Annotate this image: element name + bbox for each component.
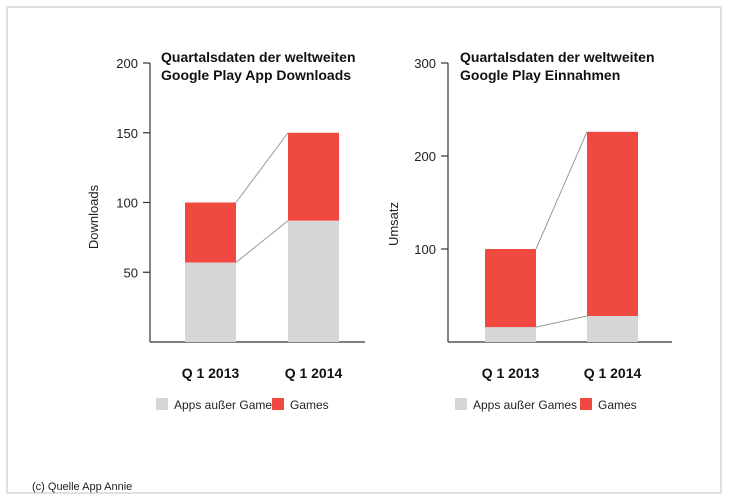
connector-line-upper (235, 132, 289, 203)
chart-title-line: Quartalsdaten der weltweiten (161, 49, 356, 65)
bar-segment-games (587, 131, 638, 316)
y-tick-label: 100 (116, 196, 138, 211)
connector-line-upper (535, 131, 588, 250)
bar-segment-games (288, 132, 339, 221)
legend-swatch (580, 398, 592, 410)
y-tick-label: 50 (124, 265, 138, 280)
bar-segment-games (185, 202, 236, 263)
connector-line-lower (535, 315, 588, 328)
bar-segment-apps-ohne-games (185, 262, 236, 342)
y-tick-label: 200 (116, 56, 138, 71)
connector-line-lower (235, 220, 289, 263)
x-tick-label: Q 1 2013 (482, 365, 540, 381)
y-axis-label: Umsatz (386, 202, 401, 246)
bar-segment-games (485, 249, 536, 328)
bar-segment-apps-ohne-games (288, 220, 339, 342)
legend-swatch (156, 398, 168, 410)
y-tick-label: 300 (414, 56, 436, 71)
legend-swatch (272, 398, 284, 410)
chart-title-line: Quartalsdaten der weltweiten (460, 49, 655, 65)
y-tick-label: 100 (414, 242, 436, 257)
x-tick-label: Q 1 2013 (182, 365, 240, 381)
bar-segment-apps-ohne-games (485, 327, 536, 342)
chart-title-line: Google Play Einnahmen (460, 67, 620, 83)
legend-label: Games (598, 398, 637, 412)
x-tick-label: Q 1 2014 (584, 365, 642, 381)
legend-swatch (455, 398, 467, 410)
legend-label: Apps außer Games (174, 398, 278, 412)
y-tick-label: 150 (116, 126, 138, 141)
source-note: (c) Quelle App Annie (32, 481, 133, 493)
y-tick-label: 200 (414, 149, 436, 164)
legend-label: Games (290, 398, 329, 412)
x-tick-label: Q 1 2014 (285, 365, 343, 381)
bar-segment-apps-ohne-games (587, 315, 638, 342)
chart-title-line: Google Play App Downloads (161, 67, 351, 83)
y-axis-label: Downloads (86, 184, 101, 249)
legend-label: Apps außer Games (473, 398, 577, 412)
